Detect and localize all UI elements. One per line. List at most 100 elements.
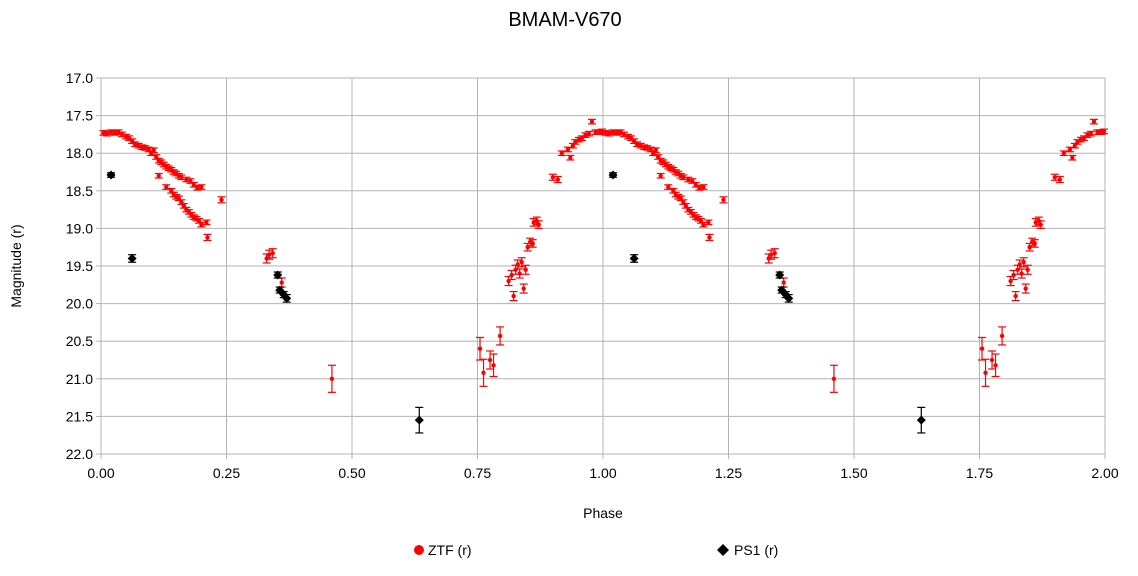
ztf-data-point [706, 220, 711, 225]
ztf-data-point [686, 177, 691, 182]
x-tick-label: 0.00 [87, 465, 114, 481]
ztf-data-point [568, 155, 573, 160]
x-axis-ticks: 0.00 0.25 0.50 0.75 1.00 1.25 1.50 1.75 2.00 [87, 454, 1119, 481]
grid-lines [100, 77, 1106, 455]
ztf-data-point [989, 357, 995, 363]
x-axis-label: Phase [583, 505, 623, 521]
ztf-data-point [515, 262, 520, 267]
ps1-data-point [282, 293, 292, 303]
ps1-data-point [775, 270, 785, 280]
ztf-data-point [653, 147, 658, 153]
ztf-data-point [1038, 222, 1043, 227]
ztf-data-point [1095, 129, 1100, 135]
ztf-data-point [768, 252, 774, 257]
ztf-data-point [1021, 260, 1026, 265]
ztf-data-point [523, 267, 528, 272]
y-tick-label: 22.0 [66, 446, 93, 462]
x-tick-label: 0.75 [464, 465, 491, 481]
legend-ztf-marker [414, 545, 424, 555]
ztf-data-point [1023, 286, 1028, 291]
legend-ztf-label: ZTF (r) [428, 542, 472, 558]
y-tick-label: 20.0 [66, 296, 93, 312]
ztf-data-point [1088, 131, 1094, 136]
ps1-data-point [784, 293, 794, 303]
ztf-data-point [766, 256, 771, 261]
x-tick-label: 2.00 [1091, 465, 1118, 481]
ztf-data-point [658, 173, 663, 178]
legend-ps1-marker [717, 544, 729, 556]
ztf-data-point [1019, 271, 1024, 276]
ztf-data-point [219, 197, 224, 203]
ztf-data-point [579, 135, 585, 141]
ztf-data-point [179, 175, 184, 180]
ztf-data-point [831, 376, 837, 381]
ztf-data-point [693, 182, 699, 187]
y-tick-label: 17.0 [66, 70, 93, 86]
ztf-data-point [1101, 129, 1107, 134]
ztf-data-point [509, 272, 514, 278]
ztf-data-point [772, 251, 777, 256]
x-tick-label: 0.50 [338, 465, 365, 481]
x-tick-label: 1.50 [840, 465, 867, 481]
ps1-data-point [273, 270, 283, 280]
y-tick-label: 19.0 [66, 220, 93, 236]
ztf-data-point [477, 346, 483, 351]
ztf-data-point [1061, 151, 1067, 156]
series-ztf [99, 118, 1108, 393]
ztf-data-point [606, 131, 612, 136]
ztf-data-point [279, 280, 284, 285]
ztf-data-point [184, 177, 189, 182]
ztf-data-point [1013, 293, 1018, 299]
ztf-data-point [1057, 177, 1063, 182]
ztf-data-point [266, 252, 272, 257]
ztf-data-point [1017, 262, 1022, 267]
ztf-data-point [559, 151, 565, 156]
ztf-data-point [270, 251, 275, 256]
y-axis-ticks: 17.0 17.5 18.0 18.5 19.0 19.5 20.0 20.5 21.0 21.5… [66, 70, 101, 462]
ztf-data-point [199, 184, 204, 190]
ztf-data-point [681, 175, 686, 180]
ztf-data-point [1091, 119, 1097, 124]
ps1-data-point [608, 170, 618, 180]
ztf-data-point [701, 222, 706, 227]
x-tick-label: 0.25 [213, 465, 240, 481]
ps1-data-point [106, 170, 116, 180]
ps1-data-point [127, 253, 137, 263]
ztf-data-point [1011, 272, 1016, 278]
ztf-data-point [555, 177, 561, 182]
chart-title: BMAM-V670 [508, 9, 621, 31]
series-ps1 [106, 170, 926, 434]
ztf-data-point [119, 132, 125, 137]
y-tick-label: 21.5 [66, 408, 93, 424]
ztf-data-point [517, 271, 522, 276]
ztf-data-point [979, 346, 985, 351]
ztf-data-point [781, 280, 786, 285]
ztf-data-point [487, 357, 493, 363]
ztf-data-point [329, 376, 335, 381]
ztf-data-point [983, 370, 988, 375]
legend: ZTF (r) PS1 (r) [414, 542, 778, 558]
ztf-data-point [589, 119, 595, 124]
ztf-data-point [205, 235, 210, 240]
ztf-data-point [104, 131, 110, 136]
ztf-data-point [1070, 155, 1075, 160]
ztf-data-point [191, 182, 197, 187]
ztf-data-point [151, 147, 156, 153]
ztf-data-point [156, 173, 161, 178]
ztf-data-point [481, 370, 486, 375]
x-tick-label: 1.75 [966, 465, 993, 481]
ztf-data-point [536, 222, 541, 227]
ztf-data-point [521, 286, 526, 291]
ztf-data-point [264, 256, 269, 261]
ztf-data-point [1081, 135, 1087, 141]
ztf-data-point [491, 363, 496, 368]
y-tick-label: 18.0 [66, 145, 93, 161]
y-tick-label: 18.5 [66, 183, 93, 199]
y-axis-label: Magnitude (r) [8, 224, 24, 307]
ztf-data-point [1032, 241, 1037, 246]
ps1-data-point [414, 415, 424, 425]
ztf-data-point [721, 197, 726, 203]
y-tick-label: 19.5 [66, 258, 93, 274]
legend-ps1-label: PS1 (r) [734, 542, 778, 558]
